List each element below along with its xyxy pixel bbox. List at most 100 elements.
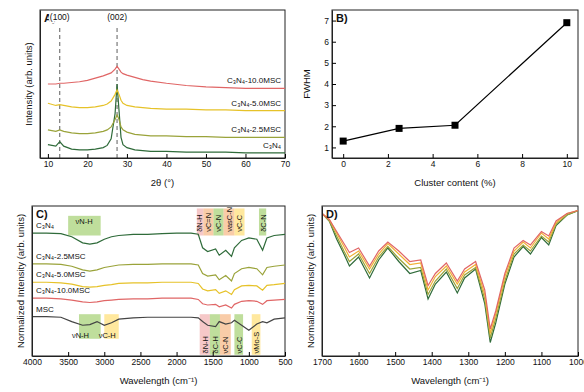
series-label: C₃N₄ <box>36 221 54 230</box>
y-axis-title: Normalized Intensity (arb. units) <box>305 214 316 348</box>
tick-mark <box>332 105 336 106</box>
tick: 70 <box>281 154 291 169</box>
plot-area <box>340 19 571 144</box>
tick-mark <box>332 63 336 64</box>
band <box>210 314 220 355</box>
tick: 6 <box>475 154 480 169</box>
marker <box>452 122 459 129</box>
x-axis-title: 2θ (°) <box>151 177 174 188</box>
tick-mark <box>359 352 360 356</box>
y-axis <box>322 207 323 357</box>
tick-label: 0 <box>341 159 346 169</box>
tick: 7 <box>324 16 336 26</box>
panel: 4000350030002500200015001000500Wavelengt… <box>15 206 293 386</box>
tick-label: 70 <box>281 159 291 169</box>
x-axis-title: Cluster content (%) <box>414 177 495 188</box>
tick-label: 20 <box>83 159 93 169</box>
tick: 8 <box>520 154 525 169</box>
tick-label: 500 <box>278 357 292 367</box>
tick: 3 <box>324 100 336 110</box>
annotation: νasC-N <box>225 207 234 232</box>
annotation: δN-H <box>195 214 204 232</box>
tick-label: 1500 <box>386 357 405 367</box>
series-label: C₃N₄-2.5MSC <box>231 125 281 134</box>
tick-label: 3500 <box>59 357 78 367</box>
tick: 60 <box>241 154 251 169</box>
series-line <box>48 84 285 153</box>
annotation: νC-C <box>235 214 244 232</box>
annotation: νC-N <box>214 215 223 232</box>
y-axis-title: FWHM <box>301 69 312 99</box>
tick-mark <box>285 352 286 356</box>
series-line <box>322 211 578 330</box>
tick-mark <box>249 352 250 356</box>
tick-mark <box>332 42 336 43</box>
plot-frame <box>32 206 285 356</box>
series-label: C₃N₄-10.0MSC <box>227 76 281 85</box>
tick: 4 <box>431 154 436 169</box>
band <box>220 314 231 355</box>
tick-label: 2 <box>324 122 329 132</box>
annotation: νC-H <box>99 331 116 340</box>
tick-mark <box>68 352 69 356</box>
tick: 3500 <box>59 352 78 367</box>
tick: 1500 <box>386 352 405 367</box>
annotation: νC-C <box>235 336 244 354</box>
x-axis: 0246810 <box>333 154 579 169</box>
annotation: δC-N <box>259 214 268 232</box>
panel: 02468101234567Cluster content (%)FWHMB) <box>301 10 579 188</box>
panel-title: C) <box>36 208 48 220</box>
tick-mark <box>395 352 396 356</box>
tick-mark <box>104 352 105 356</box>
tick: 1600 <box>350 352 369 367</box>
x-axis-title: Wavelength (cm⁻¹) <box>120 375 198 386</box>
tick-label: 4 <box>324 79 329 89</box>
tick-mark <box>343 154 344 158</box>
band <box>234 208 244 235</box>
tick-label: 4 <box>431 159 436 169</box>
tick: 3000 <box>95 352 114 367</box>
annotation: (002) <box>107 12 127 22</box>
tick-mark <box>578 352 579 356</box>
tick-label: 1700 <box>313 357 332 367</box>
tick-label: 4000 <box>23 357 42 367</box>
tick-label: 2500 <box>131 357 150 367</box>
tick: 1400 <box>423 352 442 367</box>
tick-mark <box>522 154 523 158</box>
tick-label: 1000 <box>569 357 584 367</box>
tick-mark <box>567 154 568 158</box>
band <box>68 216 101 236</box>
tick-mark <box>285 154 286 158</box>
x-axis-title: Wavelength (cm⁻¹) <box>411 375 489 386</box>
tick-label: 1 <box>324 143 329 153</box>
tick-label: 50 <box>202 159 212 169</box>
tick: 2 <box>324 122 336 132</box>
tick: 2000 <box>168 352 187 367</box>
tick: 4 <box>324 79 336 89</box>
annotation: νN-H <box>72 331 89 340</box>
panel: 102030405060702θ (°)Intensity (arb. unit… <box>23 10 290 188</box>
tick-mark <box>140 352 141 356</box>
series-line <box>48 115 285 137</box>
annotation: δC-H <box>211 336 220 354</box>
series-label: MSC <box>36 305 54 314</box>
series-line <box>48 66 285 88</box>
tick-mark <box>541 352 542 356</box>
tick: 10 <box>563 154 573 169</box>
axis-line <box>32 207 33 357</box>
series-label: C₃N₄-5.0MSC <box>231 99 281 108</box>
series-line <box>32 317 285 331</box>
marker <box>396 125 403 132</box>
y-axis-title: Intensity (arb. units) <box>23 42 34 125</box>
x-axis: 10203040506070 <box>41 154 291 169</box>
band <box>234 314 243 355</box>
axis-line <box>40 11 41 159</box>
tick-label: 2000 <box>168 357 187 367</box>
tick: 40 <box>162 154 172 169</box>
tick-mark <box>48 154 49 158</box>
tick: 6 <box>324 37 336 47</box>
panel: 17001600150014001300120011001000Waveleng… <box>305 206 584 386</box>
plot-area <box>322 211 578 343</box>
annotation: νN-H <box>75 217 92 226</box>
tick-label: 1400 <box>423 357 442 367</box>
